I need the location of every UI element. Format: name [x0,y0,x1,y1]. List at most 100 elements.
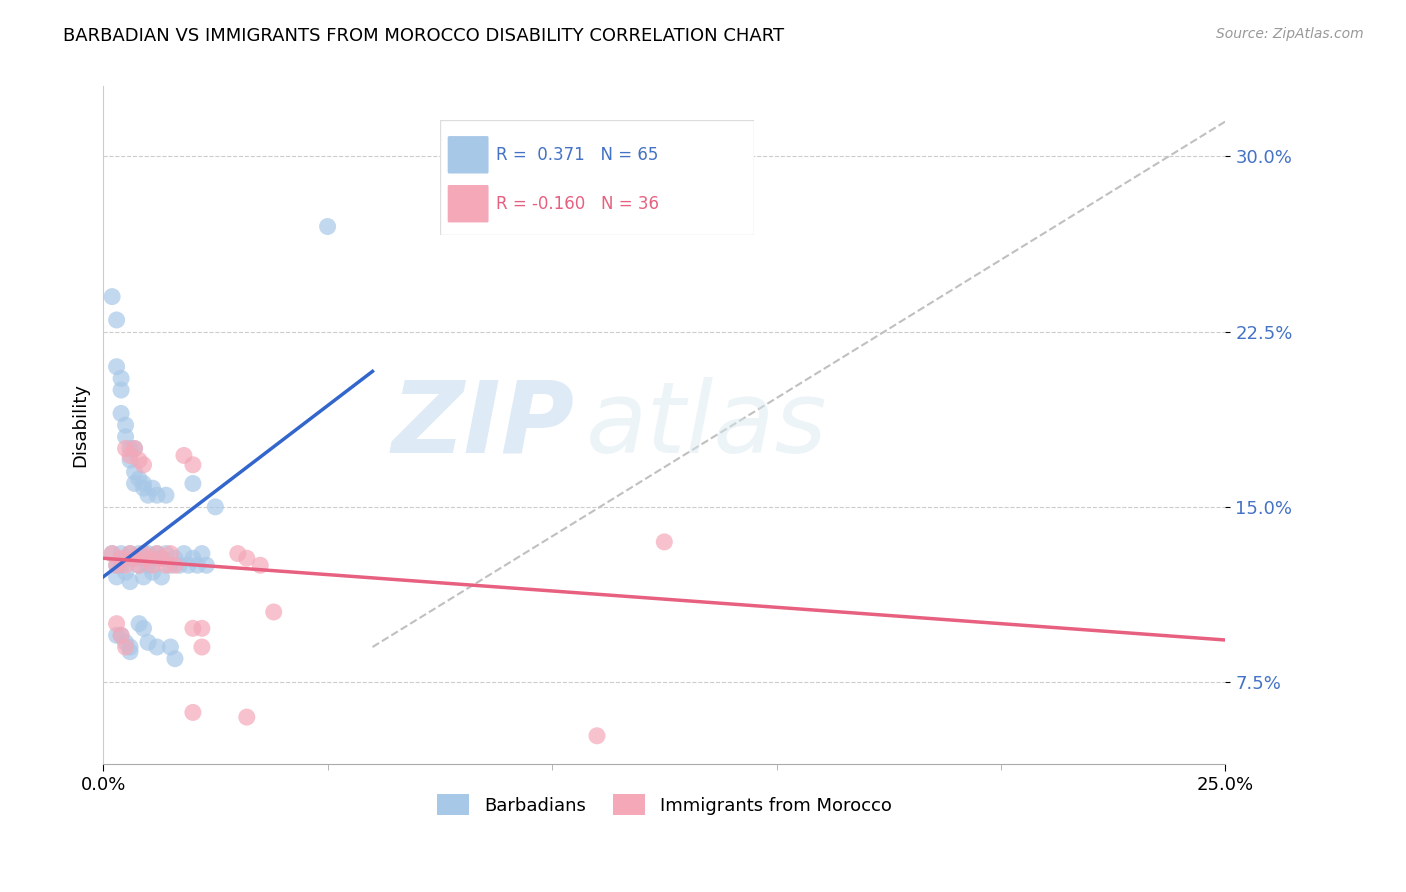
Point [114,551,136,566]
Point [110,406,132,420]
Point [101,290,124,304]
Point [146,547,169,561]
Point [128,453,150,467]
Point [128,616,150,631]
Point [181,706,204,720]
Point [105,359,128,374]
Point [132,570,155,584]
Point [105,628,128,642]
Point [173,449,195,463]
Point [110,547,132,561]
Point [146,640,169,654]
Point [173,547,195,561]
Point [652,535,675,549]
Point [155,488,177,502]
Point [141,481,163,495]
Point [114,430,136,444]
Point [124,442,146,456]
Point [181,621,204,635]
Legend: Barbadians, Immigrants from Morocco: Barbadians, Immigrants from Morocco [430,788,898,822]
Point [159,640,181,654]
Point [114,566,136,580]
Point [114,442,136,456]
Point [181,458,204,472]
Point [128,547,150,561]
Point [124,476,146,491]
Point [586,729,609,743]
Point [132,547,155,561]
Point [114,558,136,573]
Point [163,558,186,573]
Point [236,710,259,724]
Point [120,449,142,463]
Point [159,558,181,573]
Point [136,635,159,649]
Point [141,551,163,566]
Point [155,558,177,573]
Point [163,551,186,566]
Point [120,645,142,659]
Point [110,558,132,573]
Point [195,558,218,573]
Point [186,558,208,573]
Point [124,551,146,566]
Point [114,640,136,654]
Point [150,551,173,566]
Point [169,558,191,573]
Point [132,621,155,635]
Point [120,453,142,467]
Point [110,551,132,566]
Point [114,418,136,433]
Point [316,219,339,234]
Point [146,488,169,502]
Point [136,558,159,573]
Point [177,558,200,573]
Point [120,574,142,589]
Point [159,547,181,561]
Point [120,442,142,456]
Point [136,551,159,566]
Point [114,635,136,649]
Point [101,547,124,561]
Text: ZIP: ZIP [391,376,575,474]
Point [136,488,159,502]
Point [120,547,142,561]
Point [181,476,204,491]
Point [110,628,132,642]
Point [191,621,214,635]
Point [132,481,155,495]
Point [110,383,132,397]
Point [163,651,186,665]
Point [128,558,150,573]
Point [191,547,214,561]
Point [249,558,271,573]
Point [105,558,128,573]
Point [120,547,142,561]
Point [124,442,146,456]
Point [132,476,155,491]
Point [204,500,226,514]
Point [150,570,173,584]
Point [101,547,124,561]
Point [141,566,163,580]
Point [105,570,128,584]
Text: Source: ZipAtlas.com: Source: ZipAtlas.com [1216,27,1364,41]
Point [120,640,142,654]
Point [132,551,155,566]
Text: BARBADIAN VS IMMIGRANTS FROM MOROCCO DISABILITY CORRELATION CHART: BARBADIAN VS IMMIGRANTS FROM MOROCCO DIS… [63,27,785,45]
Point [136,547,159,561]
Point [181,551,204,566]
Point [105,616,128,631]
Point [124,465,146,479]
Point [132,458,155,472]
Point [105,313,128,327]
Point [128,558,150,573]
Point [155,547,177,561]
Point [236,551,259,566]
Point [128,472,150,486]
Point [150,551,173,566]
Point [146,547,169,561]
Point [141,558,163,573]
Text: atlas: atlas [586,376,827,474]
Y-axis label: Disability: Disability [72,383,89,467]
